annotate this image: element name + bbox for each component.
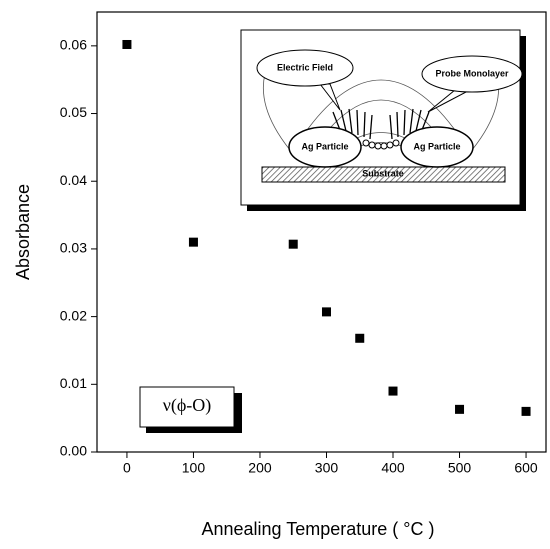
y-tick-label: 0.03 <box>60 240 87 256</box>
x-tick-label: 300 <box>315 460 339 476</box>
y-tick-label: 0.02 <box>60 307 87 323</box>
particle <box>288 126 362 168</box>
monolayer <box>332 108 430 140</box>
y-tick-label: 0.01 <box>60 375 87 391</box>
y-tick-label: 0.00 <box>60 443 87 459</box>
callout <box>256 49 354 87</box>
inset-label: Probe Monolayer <box>435 68 509 78</box>
annotation-text: ν(ϕ-O) <box>163 395 212 416</box>
x-tick-label: 500 <box>448 460 472 476</box>
point <box>521 406 531 416</box>
point <box>288 239 298 249</box>
y-tick-label: 0.06 <box>60 37 87 53</box>
inset-label: Substrate <box>362 168 404 178</box>
inset-label: Ag Particle <box>413 141 460 151</box>
x-tick-label: 600 <box>514 460 538 476</box>
y-tick-label: 0.04 <box>60 172 87 188</box>
particle <box>400 126 474 168</box>
annotation: ν(ϕ-O) <box>139 386 242 433</box>
point <box>355 333 365 343</box>
point <box>321 307 331 317</box>
plot-frame <box>96 11 547 453</box>
x-tick-label: 0 <box>123 460 131 476</box>
x-tick-label: 200 <box>248 460 272 476</box>
y-tick-label: 0.05 <box>60 104 87 120</box>
point <box>388 386 398 396</box>
annotation-box <box>139 386 235 428</box>
point <box>455 404 465 414</box>
substrate <box>261 166 506 183</box>
molecules <box>362 139 400 150</box>
x-axis-label: Annealing Temperature ( °C ) <box>202 519 435 539</box>
x-tick-label: 400 <box>381 460 405 476</box>
inset-label: Electric Field <box>277 62 333 72</box>
inset-label: Ag Particle <box>301 141 348 151</box>
point <box>188 237 198 247</box>
x-tick-label: 100 <box>182 460 206 476</box>
point <box>122 39 132 49</box>
inset: Electric Field Probe Monolayer Ag Partic… <box>240 29 526 211</box>
y-axis-label: Absorbance <box>13 184 33 280</box>
callout <box>421 55 523 93</box>
